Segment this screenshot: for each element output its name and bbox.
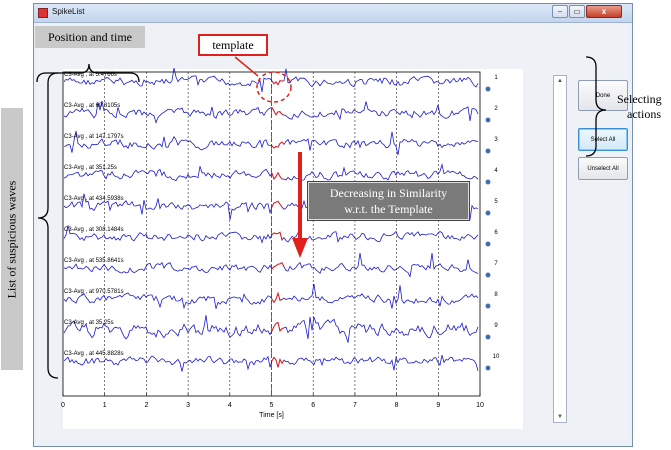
row-number: 6 (494, 230, 498, 236)
unselect-all-button[interactable]: Unselect All (578, 157, 628, 180)
maximize-button[interactable]: ▭ (569, 5, 585, 18)
position-bracket (36, 63, 140, 83)
row-select-radio (485, 179, 491, 185)
row-select-radio (485, 148, 491, 154)
template-segment (271, 321, 285, 333)
callout-decreasing-line2: w.r.t. the Template (344, 202, 433, 216)
row-select-radio (485, 334, 491, 340)
row-number: 3 (494, 137, 498, 143)
actions-bracket (585, 56, 607, 157)
wave-trace (63, 354, 479, 372)
scroll-down-icon[interactable]: ▼ (557, 414, 563, 420)
row-select-radio (485, 86, 491, 92)
row-label: C3-Avg , at 147.1797s (64, 134, 124, 140)
row-label: C3-Avg , at 445.8828s (64, 351, 124, 357)
template-segment (271, 141, 285, 149)
vertical-scrollbar[interactable]: ▲ ▼ (553, 75, 567, 423)
template-highlight (256, 71, 292, 103)
row-label: C3-Avg , at 60.8105s (64, 103, 120, 109)
row-select-radio (485, 272, 491, 278)
template-segment (271, 356, 285, 368)
row-number: 9 (494, 323, 498, 329)
template-pointer (234, 56, 259, 77)
callout-template: template (198, 34, 268, 56)
x-tick-label: 0 (61, 402, 65, 409)
row-number: 5 (494, 199, 498, 205)
callout-decreasing-similarity: Decreasing in Similarity w.r.t. the Temp… (307, 181, 470, 221)
row-select-radio (485, 210, 491, 216)
wave-trace (63, 68, 479, 93)
callout-list-label: List of suspicious waves (4, 180, 19, 298)
list-bracket (37, 72, 59, 379)
wave-trace (63, 163, 479, 182)
x-axis-label: Time [s] (259, 412, 284, 419)
callout-list-of-waves: List of suspicious waves (1, 108, 23, 370)
wave-trace (63, 315, 479, 343)
close-button[interactable]: x (586, 5, 622, 18)
similarity-arrow-head (292, 238, 308, 258)
x-tick-label: 8 (395, 402, 399, 409)
app-icon (38, 8, 48, 18)
x-tick-label: 9 (436, 402, 440, 409)
row-label: C3-Avg , at 970.5781s (64, 289, 124, 295)
wave-trace (63, 252, 479, 278)
x-tick-label: 6 (311, 402, 315, 409)
select-all-button[interactable]: Select All (578, 128, 628, 151)
row-label: C3-Avg , at 308.1484s (64, 227, 124, 233)
template-segment (271, 200, 285, 210)
wave-trace (63, 225, 479, 244)
callout-position-and-time: Position and time (35, 26, 145, 48)
callout-selecting-actions: Selecting actions (617, 92, 671, 128)
wave-trace (63, 283, 479, 310)
x-tick-label: 5 (270, 402, 274, 409)
row-select-radio (485, 241, 491, 247)
row-label: C3-Avg , at 351.25s (64, 165, 117, 171)
minimize-button[interactable]: – (552, 5, 568, 18)
row-number: 8 (494, 292, 498, 298)
wave-trace (63, 130, 478, 156)
row-label: C3-Avg , at 35.25s (64, 320, 114, 326)
callout-decreasing-line1: Decreasing in Similarity (329, 186, 448, 200)
row-select-radio (485, 365, 491, 371)
row-number: 1 (494, 75, 498, 81)
row-label: C3-Avg , at 5.4766s (64, 72, 117, 78)
template-segment (271, 261, 285, 270)
wave-trace (63, 100, 479, 124)
callout-selecting-line2: actions (627, 107, 661, 121)
done-button[interactable]: Done (578, 80, 628, 111)
template-segment (271, 80, 285, 86)
row-number: 2 (494, 106, 498, 112)
row-number: 4 (494, 168, 498, 174)
scroll-up-icon[interactable]: ▲ (557, 78, 563, 84)
row-select-radio (485, 117, 491, 123)
template-segment (271, 291, 285, 304)
template-segment (271, 107, 285, 116)
row-label: C3-Avg , at 434.5938s (64, 196, 124, 202)
row-select-radio (485, 303, 491, 309)
window-title: SpikeList (52, 7, 85, 16)
x-tick-label: 7 (353, 402, 357, 409)
template-segment (271, 231, 285, 241)
x-tick-label: 3 (186, 402, 190, 409)
x-tick-label: 10 (476, 402, 484, 409)
row-label: C3-Avg , at 535.8641s (64, 258, 124, 264)
row-number: 10 (493, 354, 500, 360)
x-tick-label: 2 (144, 402, 148, 409)
x-tick-label: 1 (103, 402, 107, 409)
title-bar: SpikeList – ▭ x (34, 4, 632, 23)
callout-selecting-line1: Selecting (617, 92, 662, 106)
template-segment (271, 171, 285, 180)
row-number: 7 (494, 261, 498, 267)
x-tick-label: 4 (228, 402, 232, 409)
